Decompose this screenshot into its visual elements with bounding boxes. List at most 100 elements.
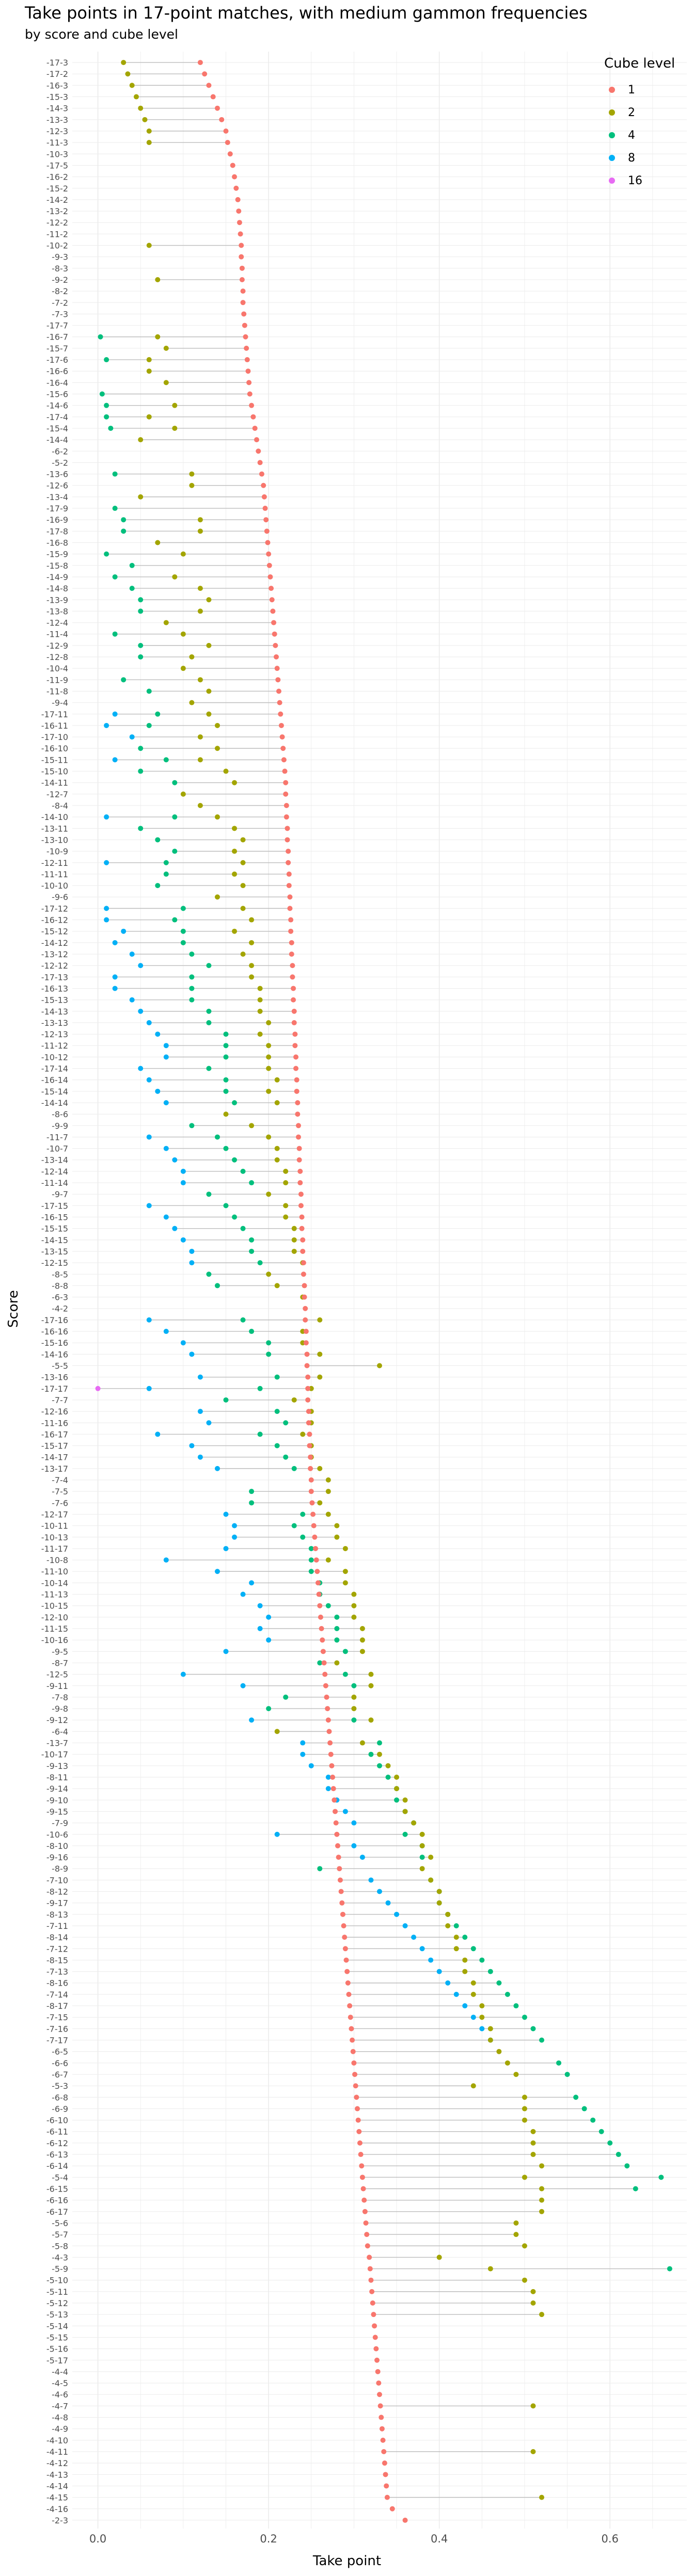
y-tick-label: -13-2 (46, 206, 68, 216)
point-cube-4 (590, 2117, 596, 2123)
y-tick-label: -7-7 (52, 1395, 68, 1405)
legend-key (604, 173, 620, 188)
point-cube-2 (197, 757, 203, 763)
point-cube-2 (172, 403, 178, 408)
point-cube-2 (325, 1477, 331, 1483)
point-cube-1 (323, 1683, 328, 1688)
y-tick-label: -7-13 (46, 1967, 68, 1977)
y-tick-label: -8-16 (46, 1978, 68, 1988)
point-cube-8 (138, 963, 144, 969)
point-cube-1 (295, 1134, 301, 1140)
point-cube-1 (243, 334, 248, 340)
point-cube-1 (334, 1831, 340, 1837)
point-cube-4 (223, 1088, 229, 1094)
point-cube-1 (291, 1020, 297, 1025)
point-cube-8 (377, 1889, 382, 1894)
point-cube-2 (402, 1797, 408, 1803)
y-tick-label: -6-7 (52, 2070, 68, 2080)
point-cube-1 (283, 814, 289, 820)
point-cube-1 (338, 1889, 344, 1894)
y-tick-label: -12-13 (41, 1029, 68, 1039)
point-cube-4 (453, 1923, 459, 1928)
point-cube-2 (266, 1066, 272, 1071)
y-tick-label: -10-3 (46, 149, 68, 159)
point-cube-1 (277, 700, 282, 705)
point-cube-2 (359, 1626, 365, 1632)
point-cube-1 (361, 2197, 367, 2203)
point-cube-1 (352, 2071, 358, 2077)
y-tick-label: -6-15 (46, 2184, 68, 2194)
point-cube-4 (616, 2152, 621, 2158)
y-tick-label: -9-9 (52, 1121, 68, 1131)
point-cube-8 (394, 1911, 400, 1917)
point-cube-2 (317, 1466, 323, 1471)
point-cube-2 (214, 814, 220, 820)
point-cube-8 (257, 1626, 263, 1632)
point-cube-4 (206, 1192, 212, 1197)
y-tick-label: -17-14 (41, 1064, 68, 1074)
y-tick-label: -5-14 (46, 2321, 68, 2331)
y-tick-label: -13-12 (41, 949, 68, 959)
y-tick-label: -4-2 (52, 1304, 68, 1314)
point-cube-1 (262, 506, 268, 511)
point-cube-1 (381, 2449, 387, 2455)
point-cube-2 (428, 1877, 434, 1883)
y-tick-label: -16-12 (41, 915, 68, 925)
point-cube-2 (394, 1786, 400, 1792)
point-cube-4 (300, 1534, 306, 1540)
point-cube-4 (121, 677, 127, 683)
y-tick-label: -4-4 (52, 2367, 68, 2377)
point-cube-8 (180, 1237, 186, 1243)
point-cube-4 (334, 1614, 340, 1620)
point-cube-1 (303, 1329, 309, 1334)
y-tick-label: -17-5 (46, 160, 68, 170)
point-cube-1 (337, 1866, 342, 1872)
point-cube-1 (300, 1248, 306, 1254)
point-cube-4 (138, 768, 144, 774)
point-cube-4 (624, 2163, 630, 2169)
point-cube-2 (419, 1831, 425, 1837)
point-cube-8 (112, 757, 118, 763)
point-cube-2 (530, 2449, 536, 2455)
point-cube-1 (307, 1443, 312, 1448)
legend-dot-icon (609, 87, 615, 93)
point-cube-8 (266, 1614, 272, 1620)
point-cube-1 (316, 1580, 321, 1586)
point-cube-8 (189, 1351, 195, 1357)
point-cube-8 (249, 1717, 255, 1723)
point-cube-8 (146, 1077, 152, 1083)
y-tick-label: -7-10 (46, 1875, 68, 1885)
point-cube-2 (129, 83, 135, 88)
legend-key (604, 82, 620, 98)
point-cube-1 (275, 677, 281, 683)
point-cube-1 (369, 2289, 375, 2294)
y-tick-label: -16-7 (46, 332, 68, 342)
point-cube-2 (317, 1374, 323, 1380)
point-cube-2 (155, 334, 161, 340)
point-cube-2 (351, 1694, 357, 1700)
point-cube-2 (530, 2129, 536, 2134)
point-cube-2 (513, 2232, 519, 2237)
y-tick-label: -4-13 (46, 2470, 68, 2480)
point-cube-1 (285, 837, 290, 843)
point-cube-8 (359, 1855, 365, 1860)
y-tick-label: -8-17 (46, 2001, 68, 2011)
y-tick-label: -5-9 (52, 2264, 68, 2274)
point-cube-2 (291, 1397, 297, 1403)
legend-dot-icon (609, 132, 615, 138)
point-cube-2 (522, 2095, 527, 2100)
point-cube-1 (343, 1957, 349, 1963)
point-cube-1 (290, 963, 295, 969)
point-cube-4 (189, 997, 195, 1003)
point-cube-1 (355, 2117, 361, 2123)
point-cube-1 (265, 540, 271, 545)
point-cube-8 (308, 1763, 314, 1768)
point-cube-1 (273, 642, 278, 648)
point-cube-8 (180, 1671, 186, 1677)
point-cube-8 (163, 1146, 169, 1151)
point-cube-1 (306, 1420, 311, 1426)
point-cube-1 (337, 1877, 343, 1883)
point-cube-2 (530, 2403, 536, 2409)
y-tick-label: -5-8 (52, 2241, 68, 2251)
y-tick-label: -4-15 (46, 2493, 68, 2503)
